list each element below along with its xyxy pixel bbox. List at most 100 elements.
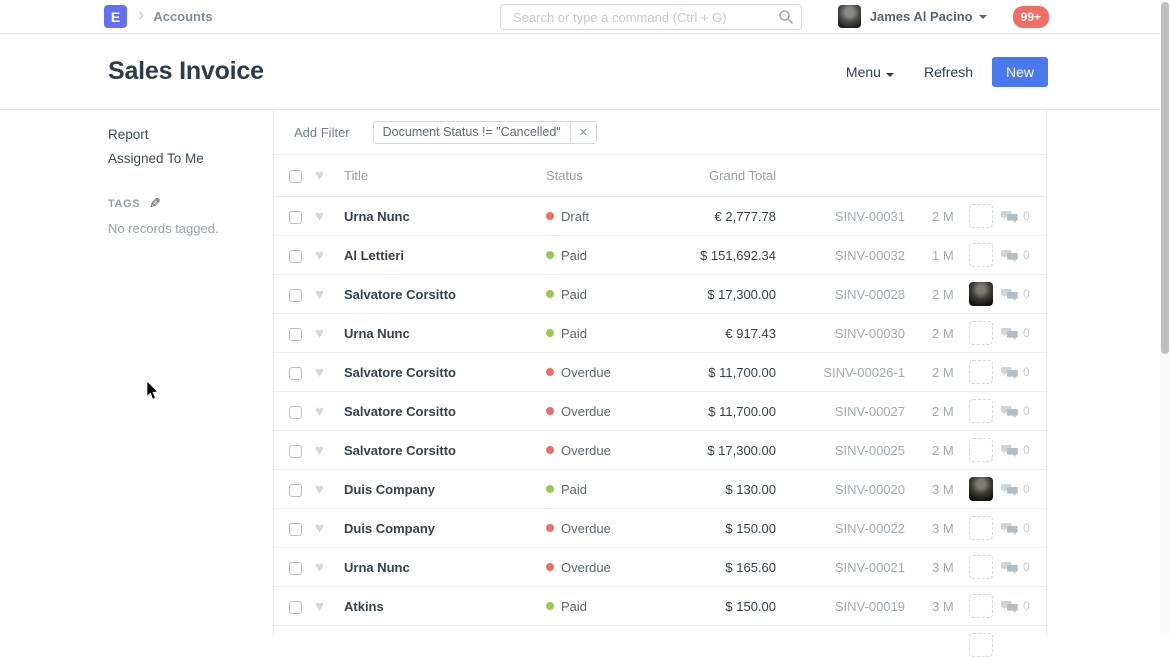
row-checkbox[interactable] xyxy=(289,366,302,380)
search-input[interactable] xyxy=(500,4,802,30)
column-header-grand-total[interactable]: Grand Total xyxy=(709,168,776,183)
filter-tag-label[interactable]: Document Status != "Cancelled" xyxy=(382,124,561,139)
row-comments[interactable]: 0 xyxy=(1001,599,1030,613)
row-checkbox[interactable] xyxy=(289,522,302,536)
row-comments[interactable]: 0 xyxy=(1001,365,1030,379)
row-comments[interactable]: 0 xyxy=(1001,560,1030,574)
table-row[interactable]: ♥ Urna Nunc Overdue $ 165.60 SINV-00021 … xyxy=(274,548,1046,587)
row-title[interactable]: Duis Company xyxy=(344,520,436,536)
row-title[interactable]: Salvatore Corsitto xyxy=(344,364,456,380)
add-filter-button[interactable]: Add Filter xyxy=(294,124,350,140)
table-row[interactable]: ♥ Salvatore Corsitto Overdue $ 17,300.00… xyxy=(274,431,1046,470)
like-heart-icon[interactable]: ♥ xyxy=(315,246,324,264)
row-checkbox[interactable] xyxy=(289,210,302,224)
assignee-avatar[interactable] xyxy=(969,321,993,345)
breadcrumb[interactable]: Accounts xyxy=(153,9,213,24)
edit-tags-pencil-icon[interactable]: ✎ xyxy=(149,195,161,211)
assignee-avatar[interactable] xyxy=(969,477,993,501)
row-invoice-id[interactable]: SINV-00019 xyxy=(834,598,905,614)
status-dot-icon xyxy=(546,485,554,493)
row-title[interactable]: Atkins xyxy=(344,598,384,614)
row-comments[interactable]: 0 xyxy=(1001,404,1030,418)
column-header-status[interactable]: Status xyxy=(546,168,583,183)
row-comments[interactable]: 0 xyxy=(1001,287,1030,301)
table-row[interactable]: ♥ Atkins Paid $ 150.00 SINV-00019 3 M 0 xyxy=(274,587,1046,626)
user-avatar[interactable] xyxy=(837,5,861,28)
like-heart-icon[interactable]: ♥ xyxy=(315,558,324,576)
row-invoice-id[interactable]: SINV-00022 xyxy=(834,520,905,536)
user-name[interactable]: James Al Pacino xyxy=(869,9,973,24)
assignee-avatar[interactable] xyxy=(969,360,993,384)
assignee-avatar[interactable] xyxy=(969,555,993,579)
like-heart-icon[interactable]: ♥ xyxy=(315,324,324,342)
table-row[interactable]: ♥ Al Lettieri Paid $ 151,692.34 SINV-000… xyxy=(274,236,1046,275)
assignee-avatar[interactable] xyxy=(969,438,993,462)
row-invoice-id[interactable]: SINV-00027 xyxy=(834,403,905,419)
like-heart-icon[interactable]: ♥ xyxy=(315,207,324,225)
menu-button[interactable]: Menu xyxy=(846,64,894,80)
like-heart-icon[interactable]: ♥ xyxy=(315,402,324,420)
like-heart-icon[interactable]: ♥ xyxy=(315,285,324,303)
table-row[interactable]: ♥ Duis Company Overdue $ 150.00 SINV-000… xyxy=(274,509,1046,548)
assignee-avatar[interactable] xyxy=(969,282,993,306)
assignee-avatar[interactable] xyxy=(969,243,993,267)
assignee-avatar[interactable] xyxy=(969,516,993,540)
row-status-cell: Paid xyxy=(546,599,676,614)
row-title[interactable]: Al Lettieri xyxy=(344,247,404,263)
row-invoice-id[interactable]: SINV-00030 xyxy=(834,325,905,341)
row-invoice-id[interactable]: SINV-00026-1 xyxy=(823,364,905,380)
row-checkbox[interactable] xyxy=(289,561,302,575)
sidebar-item-assigned-to-me[interactable]: Assigned To Me xyxy=(108,151,204,166)
row-invoice-id[interactable]: SINV-00021 xyxy=(834,559,905,575)
row-comments[interactable]: 0 xyxy=(1001,521,1030,535)
row-title[interactable]: Duis Company xyxy=(344,481,436,497)
row-comments[interactable]: 0 xyxy=(1001,482,1030,496)
row-checkbox[interactable] xyxy=(289,483,302,497)
row-title[interactable]: Salvatore Corsitto xyxy=(344,403,456,419)
row-comments[interactable]: 0 xyxy=(1001,443,1030,457)
assignee-avatar[interactable] xyxy=(969,399,993,423)
notifications-badge[interactable]: 99+ xyxy=(1012,5,1049,28)
row-comments[interactable]: 0 xyxy=(1001,209,1030,223)
row-title[interactable]: Urna Nunc xyxy=(344,559,410,575)
like-heart-icon[interactable]: ♥ xyxy=(315,480,324,498)
row-checkbox[interactable] xyxy=(289,249,302,263)
row-invoice-id[interactable]: SINV-00025 xyxy=(834,442,905,458)
row-title[interactable]: Urna Nunc xyxy=(344,208,410,224)
table-row[interactable]: ♥ Urna Nunc Draft € 2,777.78 SINV-00031 … xyxy=(274,197,1046,236)
row-title[interactable]: Salvatore Corsitto xyxy=(344,286,456,302)
like-heart-icon[interactable]: ♥ xyxy=(315,597,324,615)
row-checkbox[interactable] xyxy=(289,444,302,458)
table-row[interactable]: ♥ Salvatore Corsitto Overdue $ 11,700.00… xyxy=(274,353,1046,392)
scrollbar[interactable] xyxy=(1160,0,1170,636)
row-comments[interactable]: 0 xyxy=(1001,248,1030,262)
app-logo[interactable]: E xyxy=(104,5,127,28)
row-invoice-id[interactable]: SINV-00031 xyxy=(834,208,905,224)
row-title[interactable]: Salvatore Corsitto xyxy=(344,442,456,458)
row-checkbox[interactable] xyxy=(289,405,302,419)
like-heart-icon[interactable]: ♥ xyxy=(315,441,324,459)
row-invoice-id[interactable]: SINV-00020 xyxy=(834,481,905,497)
table-row[interactable]: ♥ Salvatore Corsitto Overdue $ 11,700.00… xyxy=(274,392,1046,431)
row-checkbox[interactable] xyxy=(289,288,302,302)
select-all-checkbox[interactable] xyxy=(289,170,302,184)
like-heart-icon[interactable]: ♥ xyxy=(315,519,324,537)
row-invoice-id[interactable]: SINV-00032 xyxy=(834,247,905,263)
row-checkbox[interactable] xyxy=(289,600,302,614)
table-row[interactable]: ♥ Duis Company Paid $ 130.00 SINV-00020 … xyxy=(274,470,1046,509)
table-row[interactable]: ♥ Salvatore Corsitto Paid $ 17,300.00 SI… xyxy=(274,275,1046,314)
column-header-title[interactable]: Title xyxy=(344,168,369,183)
table-row[interactable]: ♥ Urna Nunc Paid € 917.43 SINV-00030 2 M… xyxy=(274,314,1046,353)
assignee-avatar[interactable] xyxy=(969,594,993,618)
like-heart-icon[interactable]: ♥ xyxy=(315,363,324,381)
row-checkbox[interactable] xyxy=(289,327,302,341)
assignee-avatar[interactable] xyxy=(969,204,993,228)
row-invoice-id[interactable]: SINV-00028 xyxy=(834,286,905,302)
new-button[interactable]: New xyxy=(991,56,1048,87)
row-comments[interactable]: 0 xyxy=(1001,326,1030,340)
sidebar-item-report[interactable]: Report xyxy=(108,127,149,142)
scrollbar-thumb[interactable] xyxy=(1161,2,1169,354)
remove-filter-icon[interactable]: ✕ xyxy=(569,121,596,143)
row-title[interactable]: Urna Nunc xyxy=(344,325,410,341)
refresh-button[interactable]: Refresh xyxy=(923,63,973,80)
